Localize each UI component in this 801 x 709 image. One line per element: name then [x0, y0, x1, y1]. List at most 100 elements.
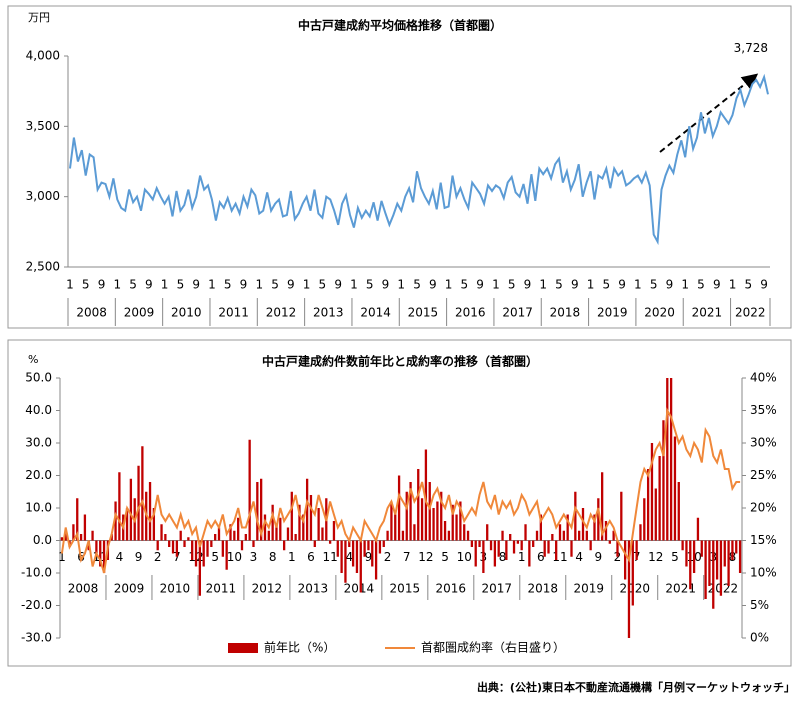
bar — [486, 524, 489, 541]
year-label: 2022 — [735, 306, 766, 320]
x-tick-label: 5 — [650, 278, 658, 292]
bar — [593, 514, 596, 541]
bar — [328, 540, 332, 544]
bar — [424, 449, 428, 541]
y-tick-label: 10.0 — [25, 501, 52, 515]
bar — [332, 521, 336, 541]
bar — [371, 540, 374, 567]
x-tick-label: 5 — [224, 278, 232, 292]
year-label: 2008 — [76, 306, 107, 320]
bar — [374, 540, 378, 580]
bar — [405, 491, 408, 541]
bar — [359, 540, 362, 593]
bar — [210, 540, 213, 547]
x-tick-label: 1 — [634, 278, 642, 292]
bar — [432, 508, 435, 541]
bar — [72, 524, 75, 541]
year-label: 2020 — [619, 582, 650, 596]
bar — [217, 527, 221, 541]
bar — [669, 378, 673, 541]
bar — [294, 534, 297, 541]
bar — [409, 482, 412, 541]
bar — [60, 537, 64, 541]
bar — [497, 540, 500, 557]
y-tick-label: 2,500 — [26, 260, 60, 274]
bar — [202, 540, 205, 567]
x-tick-label: 1 — [161, 278, 169, 292]
x-tick-label: 5 — [211, 550, 219, 564]
bar — [156, 540, 159, 551]
bar — [524, 524, 527, 541]
bar — [585, 530, 588, 541]
legend-swatch — [228, 643, 258, 653]
bar — [137, 465, 140, 541]
x-tick-label: 1 — [66, 278, 74, 292]
bar — [248, 439, 251, 541]
x-tick-label: 1 — [397, 278, 405, 292]
bar — [244, 534, 247, 541]
x-tick-label: 9 — [524, 278, 532, 292]
bar — [512, 540, 516, 554]
bar — [604, 521, 608, 541]
bar — [298, 504, 301, 541]
bar — [715, 540, 719, 580]
bar — [589, 540, 592, 551]
x-tick-label: 1 — [518, 550, 526, 564]
x-tick-label: 9 — [98, 278, 106, 292]
year-label: 2009 — [124, 306, 155, 320]
bar — [390, 501, 393, 541]
bar — [727, 540, 730, 586]
bar — [179, 530, 182, 541]
y-tick-label: 40.0 — [25, 403, 52, 417]
year-label: 2008 — [68, 582, 99, 596]
bar — [696, 517, 700, 541]
bar — [447, 530, 451, 541]
bar — [171, 540, 175, 554]
bar — [440, 491, 443, 541]
bar — [125, 508, 129, 541]
bar — [616, 540, 619, 557]
bar — [225, 540, 228, 570]
year-label: 2014 — [360, 306, 391, 320]
bar — [141, 446, 144, 541]
x-tick-label: 12 — [418, 550, 433, 564]
bar — [505, 540, 508, 560]
y-tick-label: 4,000 — [26, 49, 60, 63]
bar — [578, 530, 581, 541]
bar — [175, 540, 179, 557]
bar — [99, 540, 102, 567]
bar — [367, 540, 370, 551]
y2-tick-label: 20% — [750, 501, 777, 515]
bar — [355, 540, 359, 573]
bar — [532, 540, 535, 547]
bar — [677, 482, 680, 541]
bar — [95, 540, 98, 557]
bar — [282, 540, 286, 551]
bar — [562, 530, 565, 541]
year-label: 2017 — [482, 582, 513, 596]
bar — [394, 514, 397, 541]
bar — [240, 540, 244, 551]
bar — [666, 378, 669, 541]
year-label: 2015 — [408, 306, 439, 320]
bar — [436, 501, 439, 541]
x-tick-label: 9 — [287, 278, 295, 292]
bar — [608, 540, 611, 544]
bar — [539, 514, 542, 541]
x-tick-label: 7 — [173, 550, 181, 564]
price-line — [69, 73, 769, 246]
x-tick-label: 1 — [587, 278, 595, 292]
bar — [340, 540, 343, 573]
bar — [267, 530, 270, 541]
bar — [478, 540, 481, 547]
bar — [302, 514, 305, 541]
bar — [79, 534, 83, 541]
bar — [470, 540, 474, 547]
x-tick-label: 9 — [334, 278, 342, 292]
y-axis-unit: 万円 — [28, 11, 50, 24]
x-tick-label: 11 — [322, 550, 337, 564]
bar — [459, 501, 462, 541]
bar — [160, 524, 163, 541]
year-label: 2016 — [455, 306, 486, 320]
bar — [612, 530, 615, 541]
